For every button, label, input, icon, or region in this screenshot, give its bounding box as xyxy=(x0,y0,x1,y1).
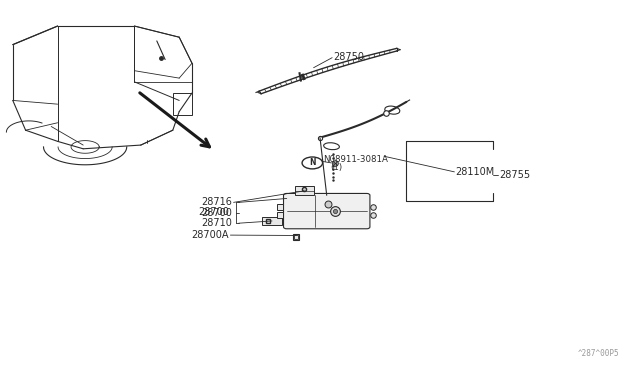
Ellipse shape xyxy=(385,106,400,114)
Text: 28755: 28755 xyxy=(499,170,531,180)
Text: 28710: 28710 xyxy=(202,218,232,228)
Text: N: N xyxy=(309,158,316,167)
Text: ^287^00P5: ^287^00P5 xyxy=(578,349,620,358)
Bar xyxy=(173,93,192,115)
Text: (1): (1) xyxy=(330,163,342,172)
Text: 28716: 28716 xyxy=(202,198,232,207)
Text: 28700: 28700 xyxy=(202,208,232,218)
Ellipse shape xyxy=(324,143,339,150)
Bar xyxy=(262,217,282,225)
Text: 28750: 28750 xyxy=(333,52,364,61)
Text: N08911-3081A: N08911-3081A xyxy=(323,155,388,164)
Text: 28700A: 28700A xyxy=(191,230,229,240)
Text: 28110M: 28110M xyxy=(456,167,495,177)
Bar xyxy=(295,186,314,195)
Text: 28700: 28700 xyxy=(198,207,229,217)
FancyBboxPatch shape xyxy=(284,193,370,229)
